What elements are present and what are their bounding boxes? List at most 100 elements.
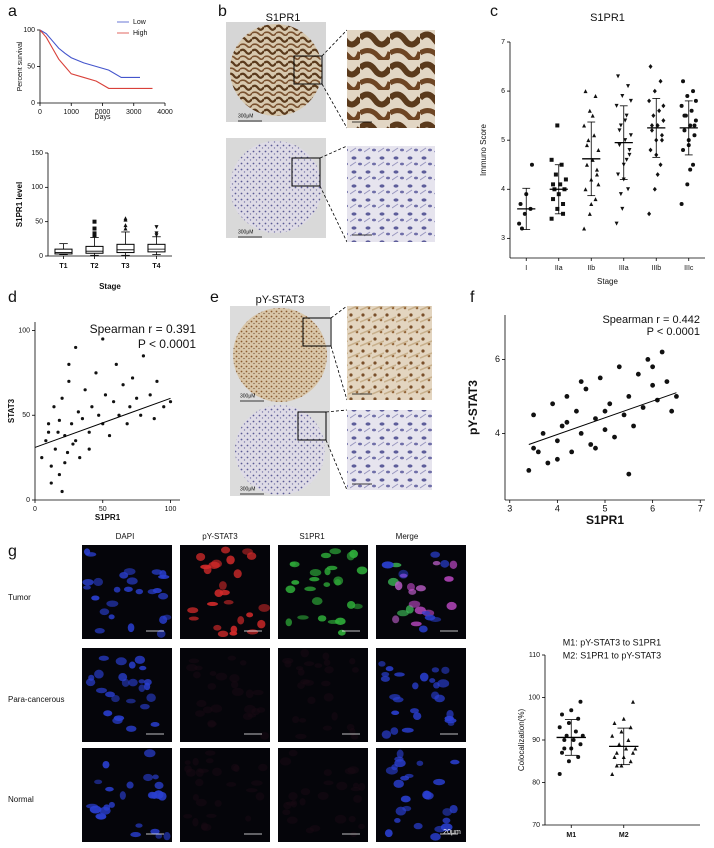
legend-label: Low [133,19,147,26]
data-point [682,113,687,118]
nucleus [441,666,450,674]
zoom-connector [330,345,348,401]
nucleus [192,794,200,801]
data-point [101,337,105,341]
data-point [602,408,608,414]
nucleus [194,665,203,671]
nucleus [442,808,452,816]
data-point [566,759,571,764]
nucleus [408,600,421,608]
legend-text: M2: S1PR1 to pY-STAT3 [563,650,661,660]
data-point [657,108,662,114]
data-point [628,725,633,730]
x-axis-label: Stage [99,282,121,291]
y-tick-label: 100 [23,27,35,34]
nucleus [285,585,296,594]
nucleus [210,704,223,713]
nucleus [430,833,441,841]
x-tick-label: 4 [555,503,560,513]
y-axis-label: STAT3 [7,398,16,423]
data-point [650,382,656,388]
y-tick-label: 90 [532,737,540,744]
data-point [78,456,82,460]
data-point [620,206,625,211]
nucleus [449,804,458,814]
data-point [593,197,598,202]
nucleus [223,600,234,605]
data-point [549,157,554,162]
y-tick-label: 80 [532,779,540,786]
scale-label: 300μM [240,486,255,492]
x-tick-label: IIb [587,265,595,272]
data-point [561,202,566,206]
nucleus [393,779,405,788]
data-point [594,167,599,172]
data-point [647,98,652,104]
row-label: Para-cancerous [8,695,64,704]
data-point [616,364,622,370]
x-tick-label: T1 [59,263,67,270]
data-point [626,187,631,192]
data-point [623,118,628,123]
legend-label: High [133,30,148,37]
data-point [692,123,697,128]
data-point [53,447,57,451]
nucleus [446,601,457,611]
nucleus [113,586,121,593]
data-point [518,202,523,206]
nucleus [192,757,199,766]
nucleus [304,586,316,592]
nucleus [208,561,220,569]
nucleus [300,679,311,685]
panel-label: b [218,3,227,20]
nucleus [410,621,422,627]
nucleus [392,615,400,624]
x-tick-label: T3 [121,263,129,270]
panel-label: c [490,3,498,20]
y-tick-label: 110 [529,652,540,659]
data-point [551,182,556,187]
data-point [688,167,693,172]
data-point [658,78,663,84]
nucleus [206,601,219,607]
y-tick-label: 4 [501,186,505,193]
nucleus [188,658,200,664]
nucleus [394,818,401,823]
data-point [685,94,690,98]
data-point [661,118,666,123]
zoom-box [297,411,327,441]
nucleus [207,682,217,690]
nucleus [195,798,207,807]
data-point [649,123,654,128]
nucleus [397,609,409,617]
nucleus [323,692,334,702]
ihc-title: pY-STAT3 [256,294,305,306]
data-point [562,746,567,751]
data-point [574,408,579,414]
data-point [49,464,53,468]
data-point [60,396,64,400]
y-tick-label: 70 [532,822,540,829]
data-point [669,408,675,414]
x-tick-label: IIIc [684,265,694,272]
box [85,245,104,254]
data-point [49,481,53,485]
data-point [123,226,128,231]
data-point [76,410,80,414]
nucleus [431,667,440,673]
x-tick-label: T4 [152,263,160,270]
data-point [92,233,97,238]
nucleus [130,832,141,838]
nucleus [212,767,222,777]
nucleus [358,823,365,830]
nucleus [245,815,252,822]
nucleus [119,791,126,800]
nucleus [333,576,344,586]
x-axis-label: S1PR1 [586,513,624,527]
nucleus [108,614,115,620]
nucleus [143,773,153,782]
zoom-connector [321,29,348,57]
nucleus [95,813,107,820]
nucleus [219,581,227,590]
data-point [630,750,635,755]
